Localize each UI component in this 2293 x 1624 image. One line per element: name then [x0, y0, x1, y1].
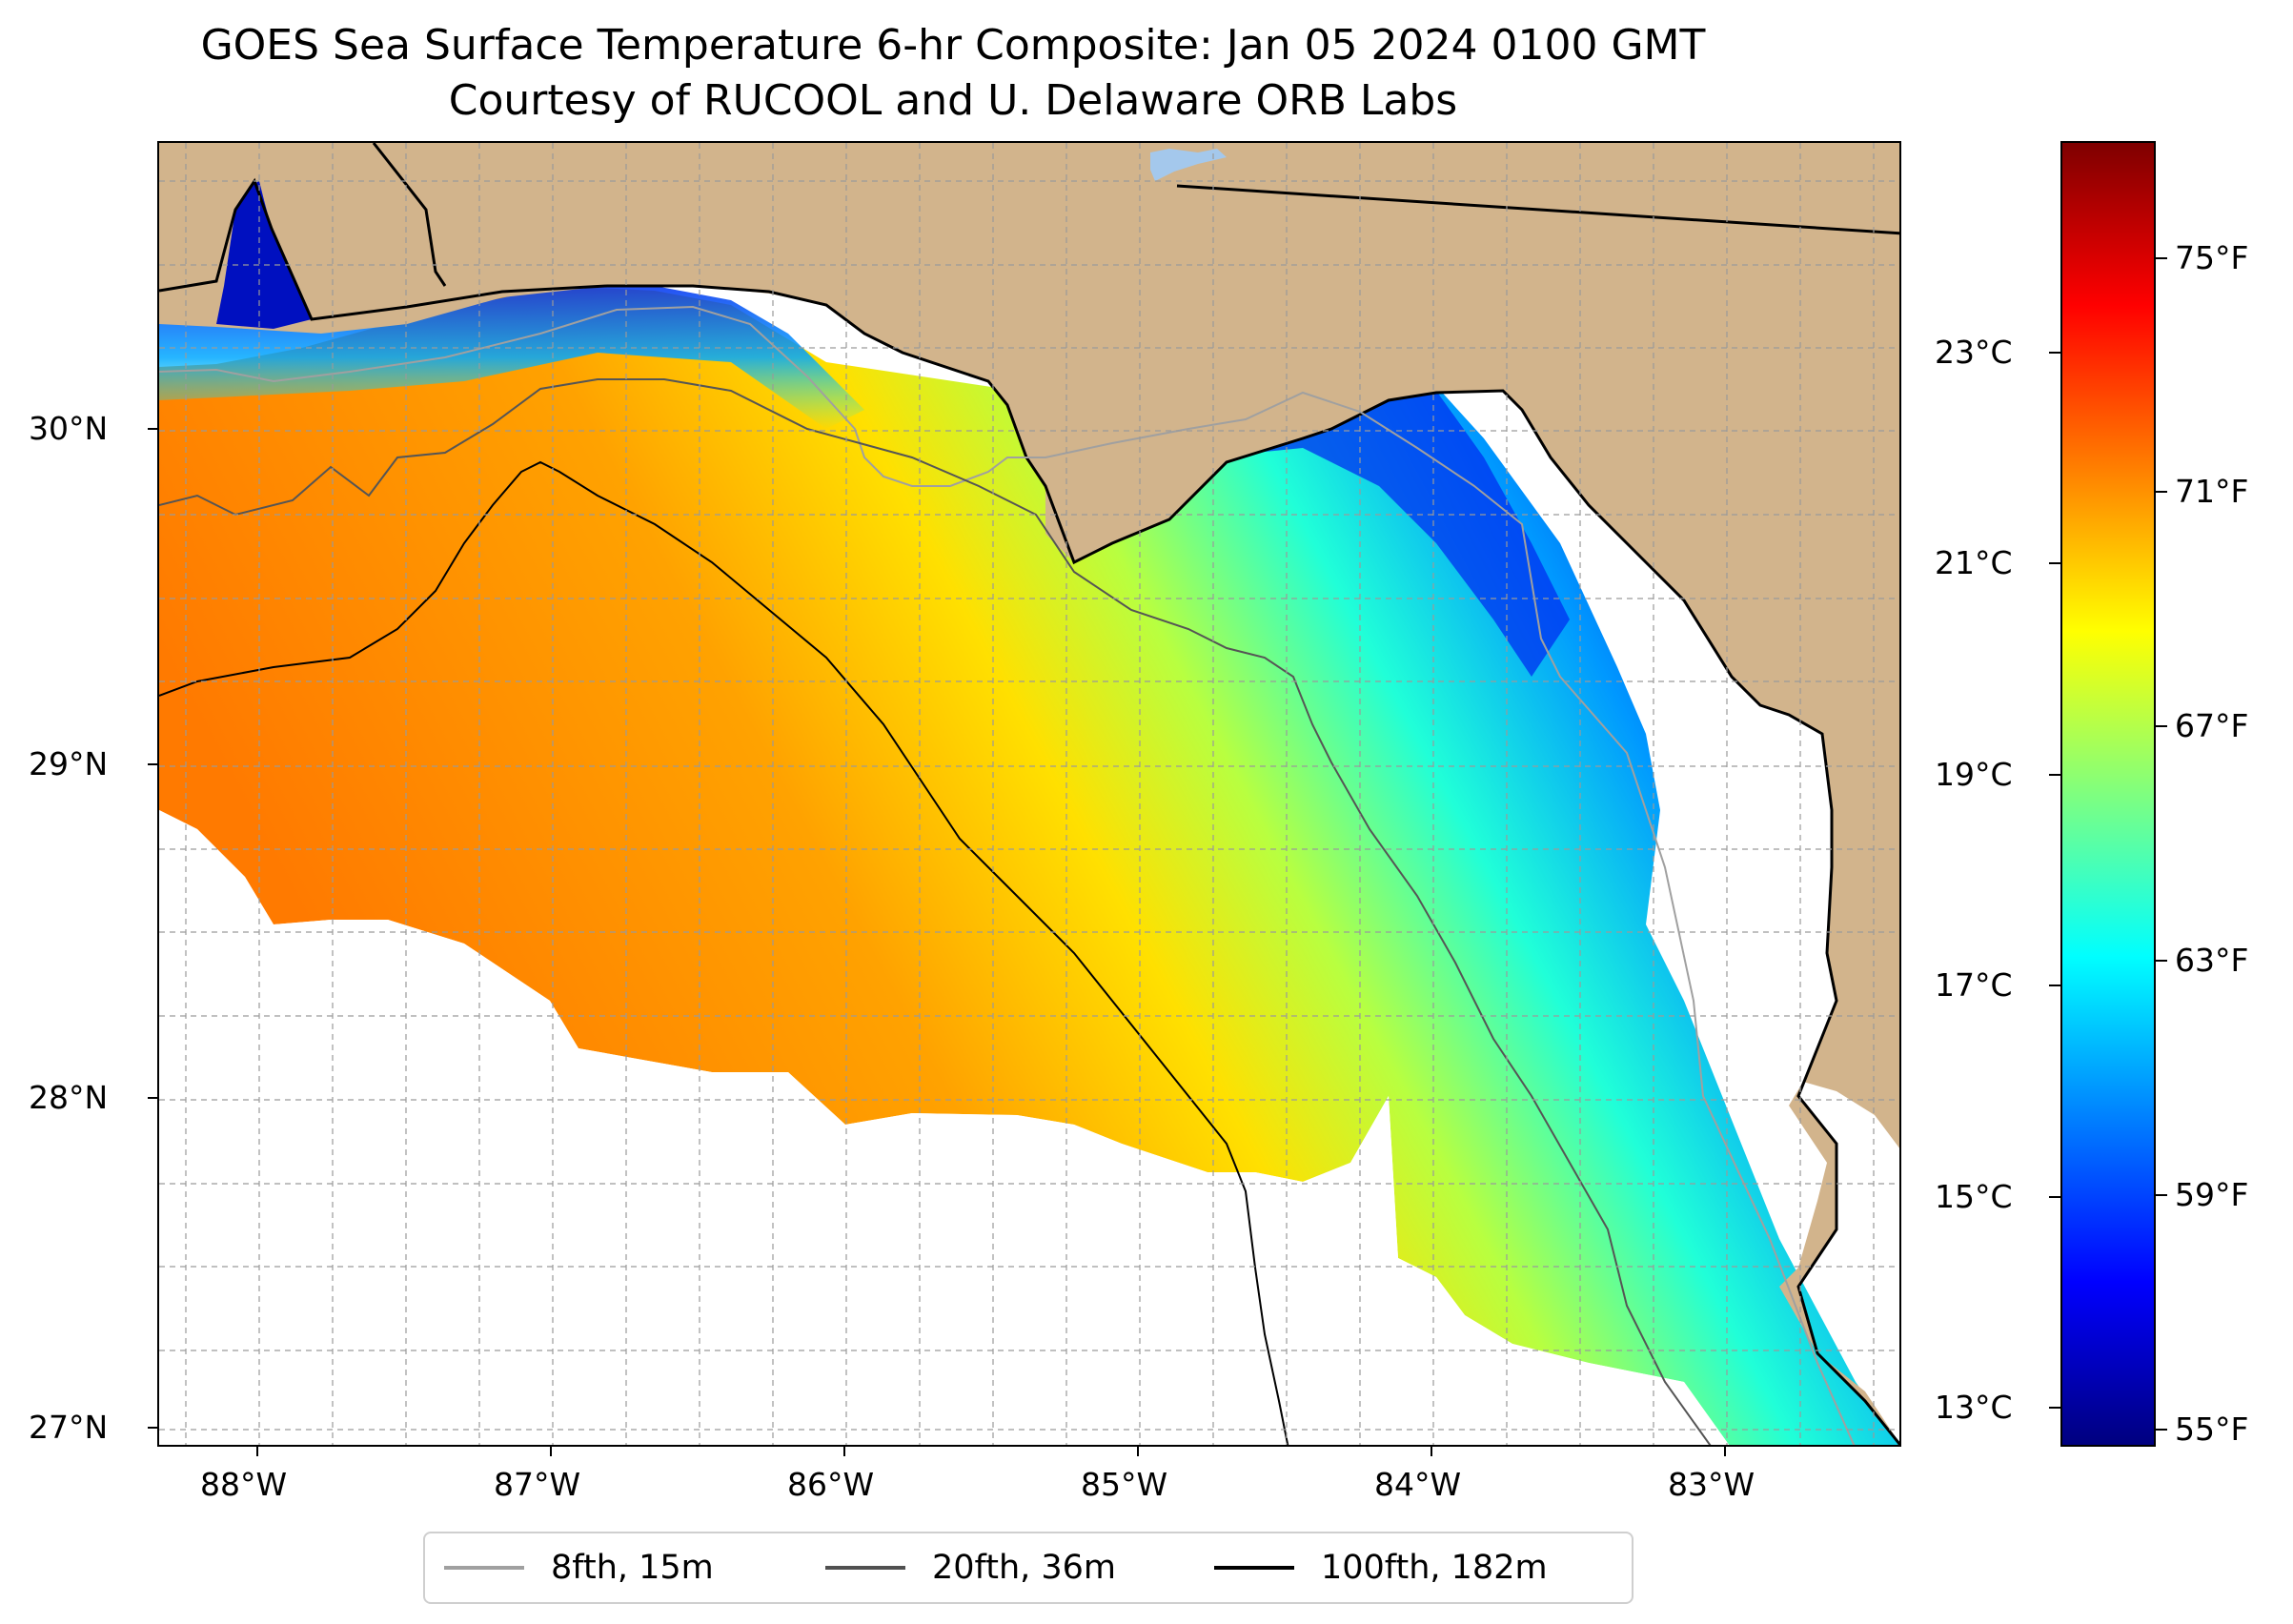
lon-label: 87°W: [494, 1466, 581, 1503]
coastline: [159, 177, 1899, 1445]
sst-map-svg: [159, 143, 1899, 1445]
fahrenheit-label: 67°F: [2175, 707, 2249, 744]
lon-label: 86°W: [787, 1466, 875, 1503]
celsius-label: 23°C: [1935, 334, 2013, 371]
lon-label: 88°W: [200, 1466, 288, 1503]
map-title: GOES Sea Surface Temperature 6-hr Compos…: [200, 21, 1706, 70]
fahrenheit-label: 71°F: [2175, 473, 2249, 510]
state-border: [1176, 184, 1899, 235]
celsius-tick: [2049, 1407, 2060, 1409]
legend-line-8fth: [444, 1566, 524, 1570]
isobath-36m: [159, 378, 1712, 1445]
sst-map[interactable]: [157, 141, 1901, 1447]
fahrenheit-tick: [2156, 960, 2167, 962]
celsius-label: 19°C: [1935, 756, 2013, 793]
celsius-label: 21°C: [1935, 544, 2013, 581]
fahrenheit-tick: [2156, 257, 2167, 259]
lat-tick: [148, 763, 157, 765]
lat-label: 27°N: [29, 1409, 109, 1446]
mobile-bay: [216, 181, 312, 329]
legend-line-100fth: [1214, 1566, 1294, 1570]
no-data-region: [159, 810, 1730, 1445]
celsius-tick: [2049, 774, 2060, 776]
gridlines: [159, 143, 1899, 1445]
colorbar: [2060, 141, 2156, 1447]
legend-label-20fth: 20fth, 36m: [932, 1549, 1117, 1587]
fahrenheit-tick: [2156, 491, 2167, 493]
legend-label-100fth: 100fth, 182m: [1321, 1549, 1548, 1587]
celsius-tick: [2049, 562, 2060, 564]
fahrenheit-label: 75°F: [2175, 239, 2249, 276]
lat-label: 30°N: [29, 410, 109, 447]
isobath-legend: 8fth, 15m 20fth, 36m 100fth, 182m: [423, 1532, 1634, 1604]
celsius-label: 17°C: [1935, 966, 2013, 1004]
fahrenheit-tick: [2156, 1194, 2167, 1196]
lon-tick: [1431, 1447, 1432, 1456]
fahrenheit-label: 59°F: [2175, 1176, 2249, 1213]
lon-label: 85°W: [1081, 1466, 1168, 1503]
fahrenheit-label: 63°F: [2175, 942, 2249, 979]
lat-tick: [148, 1097, 157, 1099]
celsius-tick: [2049, 985, 2060, 986]
legend-line-20fth: [825, 1566, 905, 1570]
lat-label: 28°N: [29, 1079, 109, 1116]
lon-label: 84°W: [1374, 1466, 1462, 1503]
lon-tick: [550, 1447, 552, 1456]
map-subtitle: Courtesy of RUCOOL and U. Delaware ORB L…: [448, 76, 1458, 125]
celsius-tick: [2049, 1196, 2060, 1198]
lake: [1150, 149, 1227, 181]
lat-tick: [148, 1427, 157, 1429]
isobath-15m: [159, 305, 1856, 1445]
celsius-label: 13°C: [1935, 1389, 2013, 1426]
celsius-tick: [2049, 352, 2060, 354]
legend-item-100fth: 100fth, 182m: [1214, 1533, 1548, 1602]
lon-tick: [1724, 1447, 1726, 1456]
lon-tick: [256, 1447, 258, 1456]
legend-label-8fth: 8fth, 15m: [551, 1549, 714, 1587]
lon-label: 83°W: [1668, 1466, 1755, 1503]
fahrenheit-label: 55°F: [2175, 1411, 2249, 1448]
isobath-182m: [159, 460, 1289, 1445]
lon-tick: [843, 1447, 845, 1456]
legend-item-20fth: 20fth, 36m: [825, 1533, 1116, 1602]
lat-label: 29°N: [29, 745, 109, 782]
celsius-label: 15°C: [1935, 1178, 2013, 1215]
lat-tick: [148, 428, 157, 430]
fahrenheit-tick: [2156, 725, 2167, 727]
legend-item-8fth: 8fth, 15m: [444, 1533, 714, 1602]
lon-tick: [1137, 1447, 1139, 1456]
fahrenheit-tick: [2156, 1429, 2167, 1431]
state-border-2: [372, 143, 447, 287]
